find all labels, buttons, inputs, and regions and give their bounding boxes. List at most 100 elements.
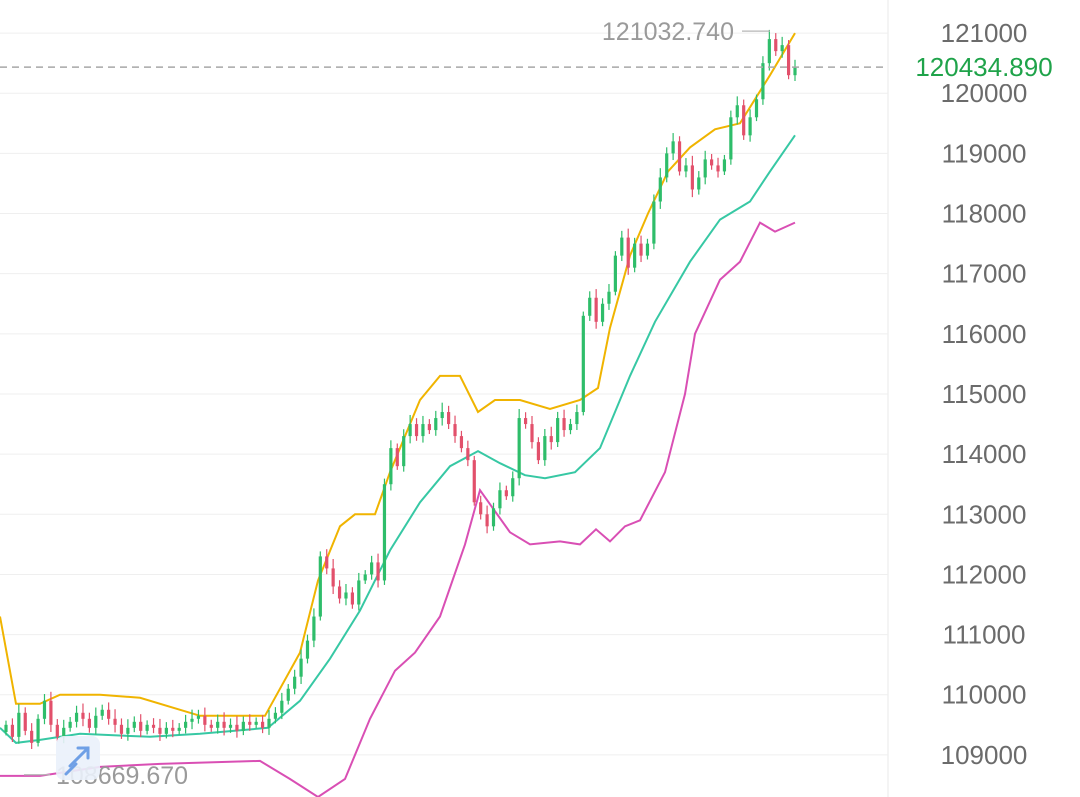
candle-body — [331, 568, 335, 587]
candle-body — [350, 592, 354, 605]
y-tick-label: 113000 — [942, 499, 1027, 529]
candle-body — [652, 201, 656, 244]
grid-lines — [0, 0, 889, 797]
candle-body — [658, 177, 662, 202]
candle-body — [774, 39, 778, 52]
candle-body — [607, 291, 611, 304]
candle-body — [639, 243, 643, 256]
candle-body — [594, 297, 598, 322]
candle-body — [767, 39, 771, 64]
candle-body — [145, 724, 149, 731]
candle-body — [42, 700, 47, 719]
candle-body — [293, 676, 297, 689]
candle-body — [318, 556, 322, 617]
candle-body — [754, 99, 759, 118]
candle-body — [209, 724, 213, 728]
candle-body — [68, 721, 72, 728]
candle-body — [30, 730, 34, 743]
candle-body — [633, 243, 637, 268]
high-annotation-label: 121032.740 — [602, 18, 734, 46]
candle-body — [491, 508, 496, 527]
candle-body — [344, 592, 348, 599]
candle-body — [222, 721, 226, 728]
y-axis: 1210001200001190001180001170001160001150… — [941, 18, 1028, 770]
candle-body — [600, 303, 605, 322]
candle-body — [568, 424, 573, 431]
candle-body — [10, 724, 15, 737]
candle-body — [588, 297, 592, 316]
candle-body — [479, 502, 483, 515]
candle-body — [4, 724, 8, 733]
candle-body — [151, 724, 156, 728]
candle-body — [363, 574, 367, 581]
candle-body — [613, 255, 617, 292]
candle-body — [626, 237, 630, 268]
candle-body — [107, 709, 111, 719]
candle-body — [466, 448, 470, 461]
candle-body — [504, 490, 508, 497]
candle-body — [325, 556, 329, 569]
candle-body — [74, 712, 79, 722]
candle-body — [402, 436, 406, 467]
y-tick-label: 112000 — [942, 559, 1027, 589]
candle-body — [536, 442, 541, 461]
candle-body — [248, 721, 252, 725]
candle-body — [55, 724, 59, 737]
candle-body — [254, 721, 258, 725]
jump-to-latest-icon[interactable] — [56, 736, 100, 780]
candle-body — [139, 721, 143, 731]
candle-body — [36, 718, 40, 743]
candle-body — [216, 721, 220, 728]
candle-body — [273, 712, 278, 719]
candle-body — [190, 718, 194, 722]
candle-body — [530, 424, 534, 443]
candle-body — [87, 718, 91, 728]
candle-body — [677, 141, 682, 172]
middle-band-line — [0, 134, 796, 744]
candle-body — [748, 117, 752, 136]
candle-body — [23, 712, 27, 731]
candle-body — [113, 718, 117, 725]
y-tick-label: 115000 — [942, 379, 1027, 409]
candle-body — [395, 448, 399, 467]
candle-body — [690, 165, 694, 190]
candle-body — [581, 315, 585, 413]
candle-body — [447, 412, 451, 425]
candle-body — [49, 700, 53, 725]
candle-body — [119, 724, 124, 734]
candle-body — [517, 418, 521, 479]
candle-body — [786, 45, 791, 76]
candle-body — [126, 727, 130, 734]
candle-body — [498, 490, 502, 509]
candle-body — [203, 715, 207, 725]
candle-body — [665, 153, 669, 178]
y-tick-label: 119000 — [942, 138, 1027, 168]
candle-body — [485, 514, 489, 527]
candle-body — [427, 424, 431, 431]
candle-body — [260, 721, 265, 728]
candle-body — [280, 700, 284, 713]
candle-body — [549, 436, 553, 443]
candle-body — [100, 709, 104, 716]
candle-body — [164, 727, 168, 734]
candle-body — [414, 424, 419, 437]
candle-body — [562, 418, 566, 431]
y-tick-label: 110000 — [942, 680, 1027, 710]
y-tick-label: 111000 — [943, 620, 1026, 650]
candle-body — [793, 67, 797, 76]
candle-body — [158, 727, 162, 734]
candle-body — [556, 418, 560, 443]
candle-body — [575, 412, 579, 425]
candle-body — [729, 117, 733, 160]
y-tick-label: 118000 — [942, 199, 1027, 229]
candle-body — [459, 436, 464, 449]
candle-body — [453, 424, 457, 437]
candle-body — [267, 718, 271, 728]
candle-body — [286, 688, 290, 701]
candle-body — [62, 727, 66, 737]
y-tick-label: 114000 — [942, 439, 1027, 469]
candle-body — [299, 658, 303, 677]
candle-body — [620, 237, 624, 256]
